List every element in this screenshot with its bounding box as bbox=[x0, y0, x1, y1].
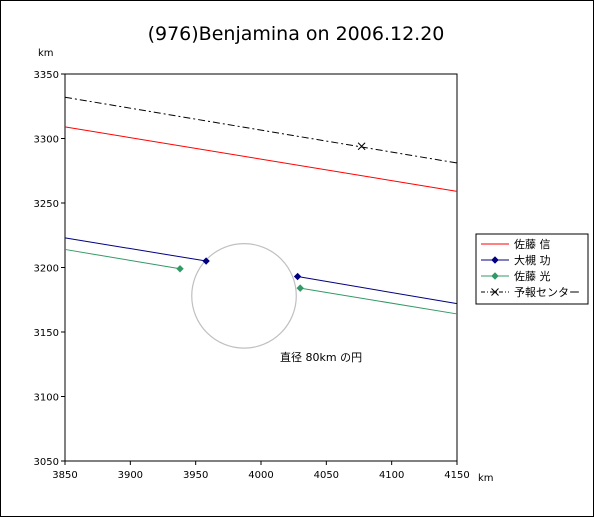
plot-area bbox=[64, 73, 458, 462]
y-tick-label: 3200 bbox=[34, 264, 59, 275]
series-line bbox=[64, 96, 458, 164]
data-point-stroke bbox=[357, 142, 366, 151]
x-tick-label: 4050 bbox=[314, 470, 339, 481]
series-3 bbox=[64, 248, 458, 315]
data-point bbox=[176, 265, 184, 273]
x-axis-unit: km bbox=[478, 473, 494, 484]
series-2 bbox=[64, 237, 458, 305]
legend-marker-stroke bbox=[491, 288, 499, 296]
series-line bbox=[297, 276, 458, 305]
x-tick-label: 4000 bbox=[248, 470, 273, 481]
legend-label: 大槻 功 bbox=[514, 253, 551, 267]
legend-marker bbox=[491, 288, 499, 296]
x-tick-label: 4150 bbox=[444, 470, 469, 481]
y-tick-label: 3100 bbox=[34, 393, 59, 404]
circle-annotation: 直径 80km の円 bbox=[280, 350, 362, 364]
chart-title: (976)Benjamina on 2006.12.20 bbox=[148, 23, 445, 45]
legend-marker bbox=[491, 272, 499, 280]
x-tick-label: 3900 bbox=[118, 470, 143, 481]
series-line bbox=[64, 126, 458, 192]
legend-label: 佐藤 信 bbox=[514, 237, 551, 251]
data-point bbox=[202, 257, 210, 265]
diameter-circle bbox=[191, 243, 297, 349]
data-point bbox=[296, 284, 304, 292]
data-point bbox=[357, 142, 366, 151]
y-tick-label: 3150 bbox=[34, 328, 59, 339]
series-1 bbox=[64, 126, 458, 192]
series-line bbox=[64, 237, 207, 262]
y-tick-label: 3300 bbox=[34, 135, 59, 146]
legend-label: 予報センター bbox=[514, 286, 580, 299]
x-tick-label: 3950 bbox=[183, 470, 208, 481]
x-tick-label: 4100 bbox=[379, 470, 404, 481]
y-axis-unit: km bbox=[38, 48, 54, 59]
series-line bbox=[64, 248, 181, 270]
x-tick-label: 3850 bbox=[52, 470, 77, 481]
legend-marker bbox=[491, 256, 499, 264]
y-tick-label: 3250 bbox=[34, 199, 59, 210]
y-tick-label: 3050 bbox=[34, 457, 59, 468]
series-4 bbox=[64, 96, 458, 164]
series-line bbox=[300, 287, 458, 315]
legend-label: 佐藤 光 bbox=[514, 269, 551, 283]
data-point bbox=[293, 272, 302, 281]
y-tick-label: 3350 bbox=[34, 70, 59, 81]
